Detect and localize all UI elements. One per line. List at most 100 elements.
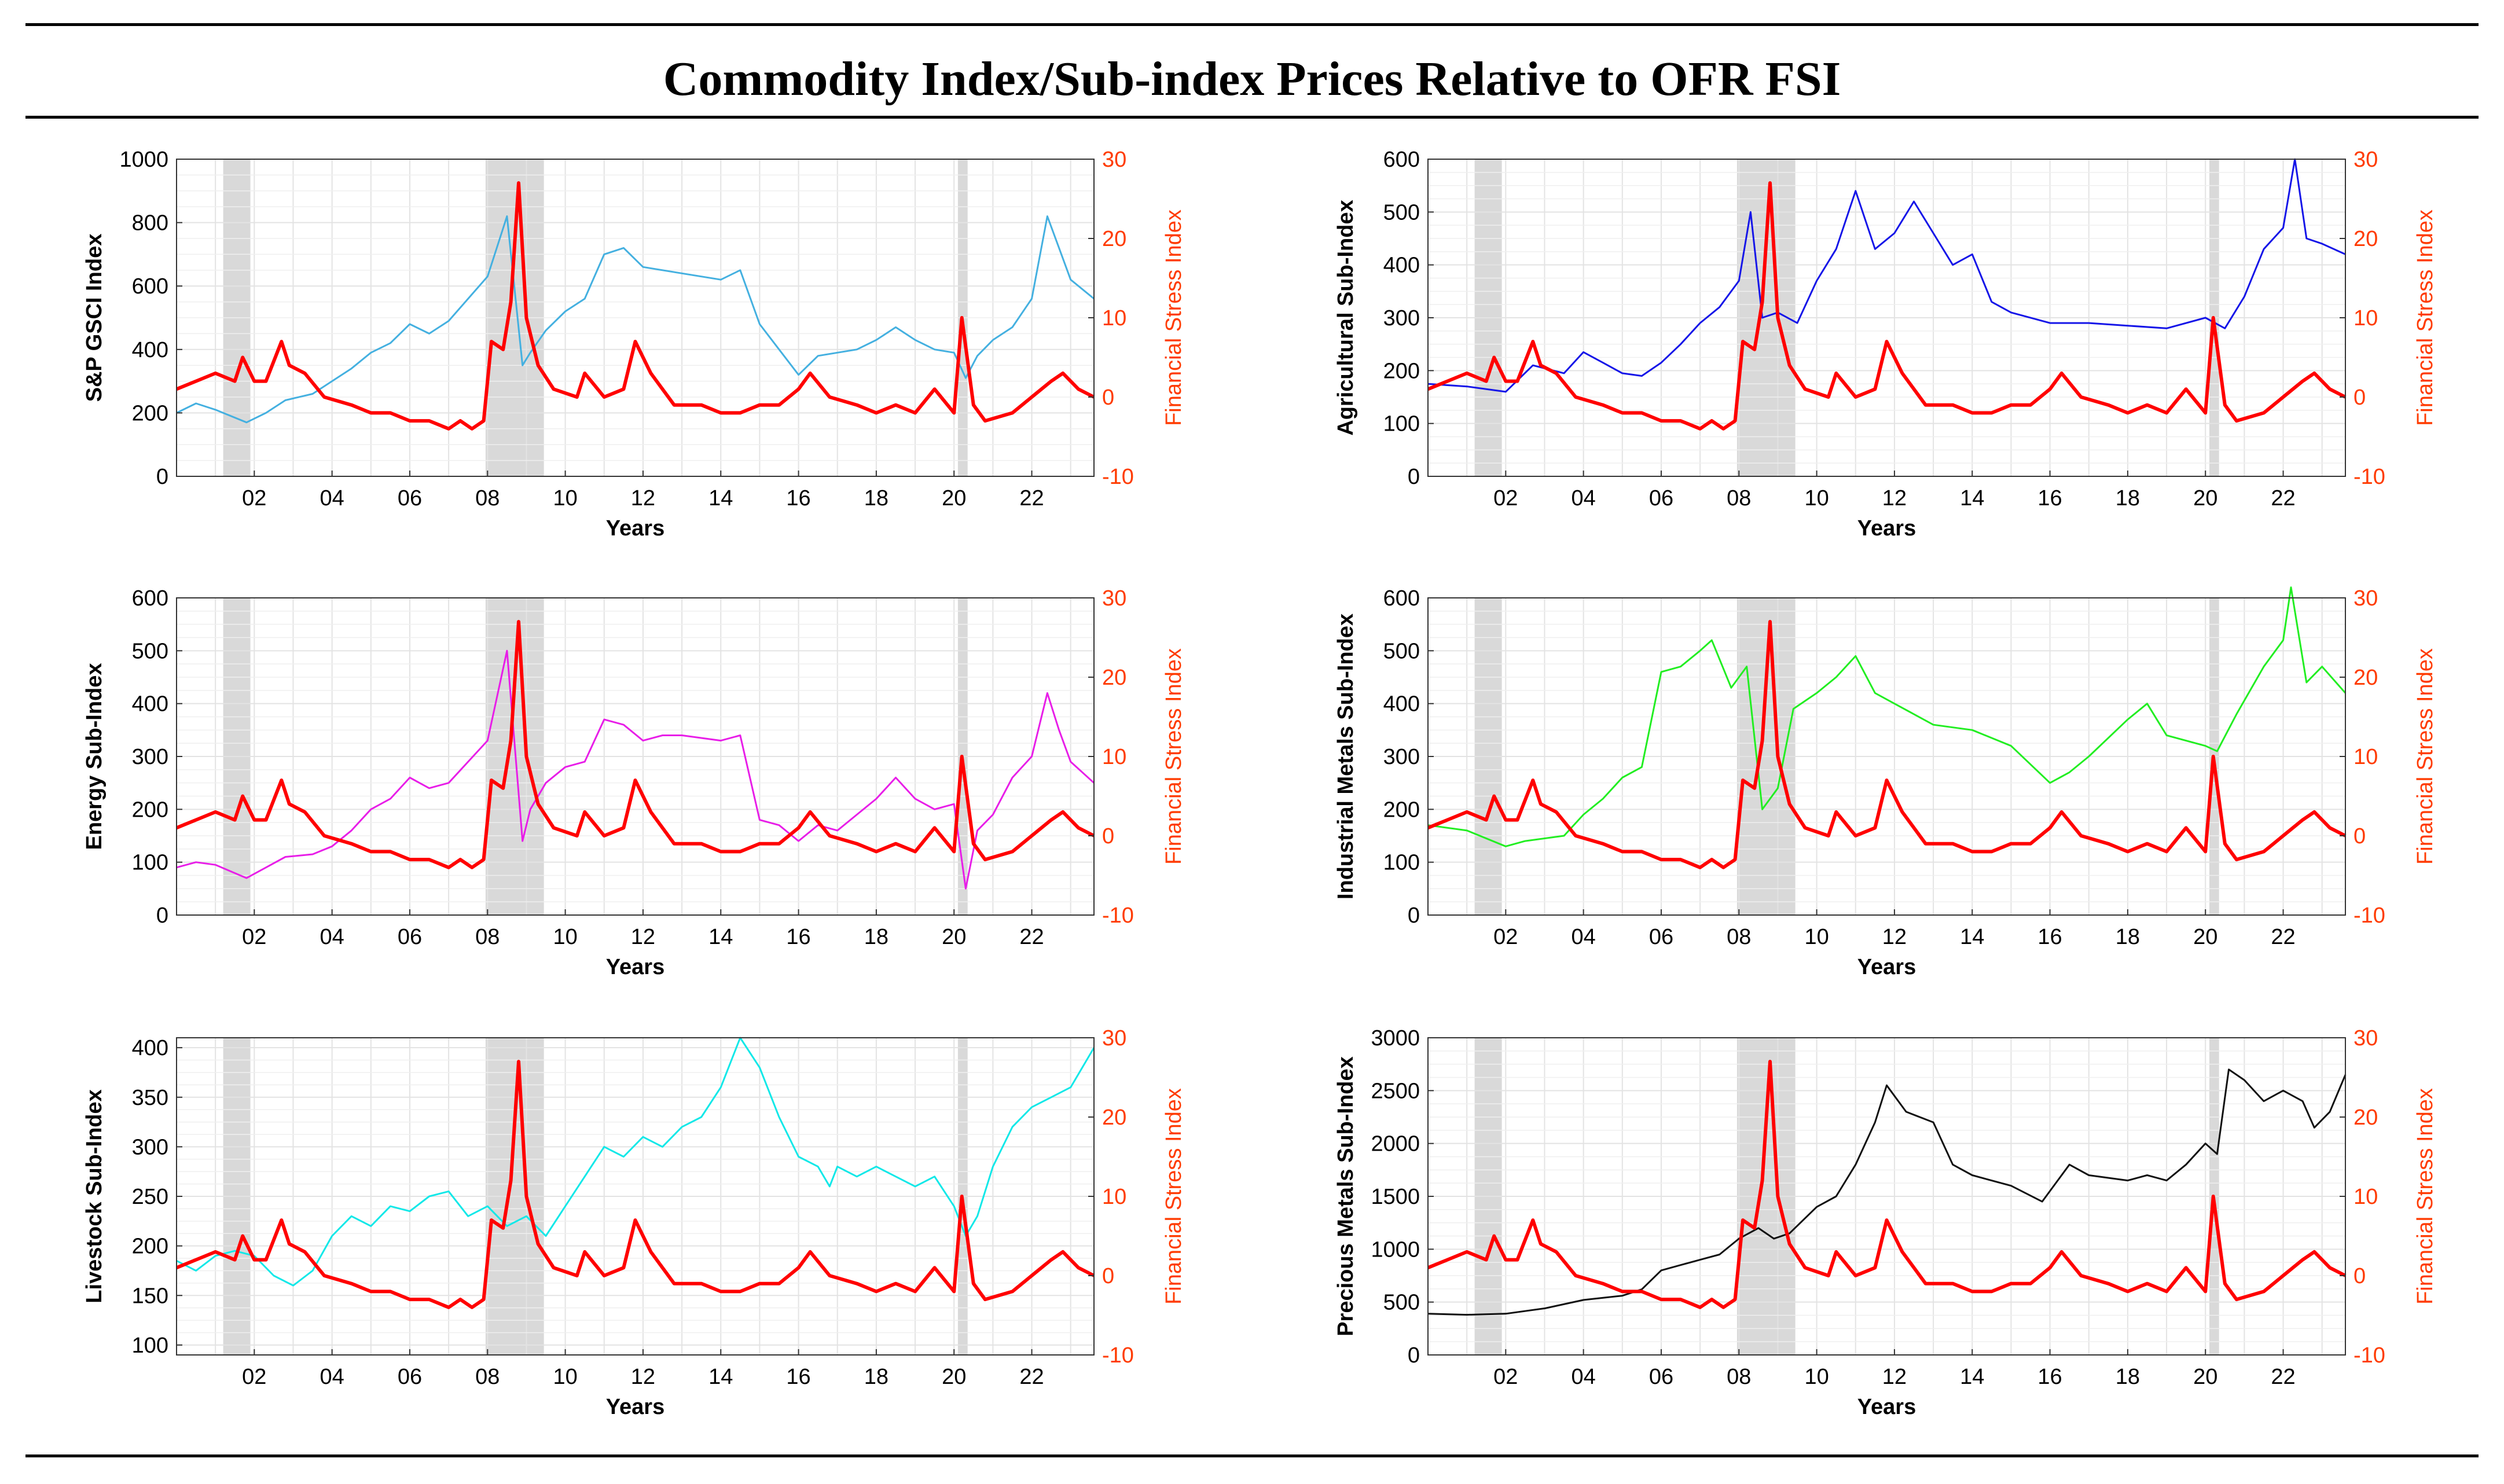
x-axis-label: Years <box>606 1395 664 1419</box>
x-tick-label: 06 <box>398 486 422 510</box>
x-tick-label: 14 <box>708 486 733 510</box>
right-y-tick-label: 20 <box>1102 1105 1126 1130</box>
right-y-tick-label: 0 <box>2354 1264 2366 1288</box>
x-tick-label: 16 <box>2037 1365 2062 1389</box>
right-y-tick-label: 30 <box>2354 148 2378 172</box>
x-axis-label: Years <box>606 516 664 541</box>
title-rule <box>25 116 2479 119</box>
x-tick-label: 02 <box>242 486 266 510</box>
right-y-tick-label: 20 <box>2354 227 2378 251</box>
x-tick-label: 10 <box>553 1365 577 1389</box>
y-axis-label: Energy Sub-Index <box>82 663 107 850</box>
right-y-tick-label: 30 <box>1102 148 1126 172</box>
right-y-tick-label: 10 <box>1102 1185 1126 1209</box>
right-axis-label: Financial Stress Index <box>2413 210 2437 426</box>
right-y-tick-label: -10 <box>1102 1343 1134 1368</box>
x-tick-label: 06 <box>1649 1365 1673 1389</box>
x-tick-label: 10 <box>1804 925 1829 949</box>
x-tick-label: 02 <box>242 1365 266 1389</box>
fsi-series-line <box>175 181 1095 431</box>
x-tick-label: 20 <box>2193 925 2217 949</box>
x-tick-label: 04 <box>320 486 344 510</box>
subplot-5: 100 150 200 250 300 350 400 -10 0 10 20 30 02 04 06 08 1… <box>82 1026 1186 1419</box>
y-tick-label: 300 <box>132 745 168 769</box>
y-tick-label: 500 <box>1383 1291 1420 1315</box>
fsi-series-line <box>175 1060 1095 1309</box>
subplot-6: 0 500 1000 1500 2000 2500 3000 -10 0 10 20 30 02 04 06… <box>1334 1026 2437 1419</box>
x-tick-label: 16 <box>786 486 810 510</box>
x-tick-label: 16 <box>786 925 810 949</box>
x-tick-label: 06 <box>1649 925 1673 949</box>
x-tick-label: 16 <box>2037 925 2062 949</box>
y-tick-label: 0 <box>1408 903 1420 928</box>
right-y-tick-label: 10 <box>1102 306 1126 330</box>
y-tick-label: 1000 <box>1371 1237 1420 1262</box>
x-tick-label: 18 <box>2116 1365 2140 1389</box>
y-tick-label: 200 <box>132 798 168 822</box>
x-tick-label: 08 <box>1727 486 1751 510</box>
y-tick-label: 200 <box>132 401 168 425</box>
x-tick-label: 18 <box>864 486 888 510</box>
y-tick-label: 100 <box>1383 412 1420 436</box>
right-y-tick-label: 20 <box>1102 227 1126 251</box>
x-tick-label: 06 <box>398 925 422 949</box>
right-axis-label: Financial Stress Index <box>1162 210 1186 426</box>
fsi-series-line <box>175 620 1095 869</box>
x-tick-label: 22 <box>2271 1365 2295 1389</box>
x-tick-label: 12 <box>631 1365 655 1389</box>
right-axis-label: Financial Stress Index <box>1162 648 1186 865</box>
x-tick-label: 04 <box>320 1365 344 1389</box>
x-tick-label: 22 <box>1019 925 1044 949</box>
right-y-tick-label: 10 <box>2354 306 2378 330</box>
y-tick-label: 100 <box>132 851 168 875</box>
fsi-series-line <box>1427 620 2347 869</box>
x-tick-label: 08 <box>475 1365 500 1389</box>
y-tick-label: 0 <box>156 465 168 489</box>
bottom-rule <box>25 1454 2479 1457</box>
x-tick-label: 06 <box>398 1365 422 1389</box>
fsi-series-line <box>1427 1060 2347 1309</box>
x-tick-label: 20 <box>2193 1365 2217 1389</box>
x-tick-label: 04 <box>1572 925 1596 949</box>
y-tick-label: 600 <box>1383 586 1420 611</box>
x-tick-label: 08 <box>1727 1365 1751 1389</box>
y-tick-label: 350 <box>132 1086 168 1110</box>
x-tick-label: 16 <box>786 1365 810 1389</box>
right-y-tick-label: 20 <box>2354 1105 2378 1130</box>
right-y-tick-label: 30 <box>2354 1026 2378 1050</box>
x-tick-label: 02 <box>242 925 266 949</box>
x-tick-label: 14 <box>1960 486 1984 510</box>
y-tick-label: 800 <box>132 211 168 236</box>
index-series-line <box>176 1037 1095 1287</box>
x-tick-label: 20 <box>942 925 966 949</box>
y-tick-label: 300 <box>132 1135 168 1159</box>
right-y-tick-label: 20 <box>2354 666 2378 690</box>
subplot-2: 0 100 200 300 400 500 600 -10 0 10 20 30 02 04 06 08 10 1… <box>1334 148 2437 541</box>
y-axis-label: Agricultural Sub-Index <box>1334 200 1358 435</box>
x-tick-label: 08 <box>1727 925 1751 949</box>
y-tick-label: 400 <box>132 692 168 717</box>
index-series-line <box>1427 1068 2347 1316</box>
x-tick-label: 04 <box>1572 486 1596 510</box>
x-tick-label: 12 <box>1882 486 1907 510</box>
y-tick-label: 500 <box>1383 639 1420 663</box>
y-axis-label: Livestock Sub-Index <box>82 1089 107 1303</box>
right-y-tick-label: 10 <box>1102 745 1126 769</box>
right-y-tick-label: 30 <box>1102 1026 1126 1050</box>
x-tick-label: 08 <box>475 925 500 949</box>
x-tick-label: 22 <box>1019 486 1044 510</box>
x-tick-label: 02 <box>1493 925 1518 949</box>
x-tick-label: 22 <box>2271 925 2295 949</box>
y-axis-label: S&P GSCI Index <box>82 234 107 402</box>
x-tick-label: 02 <box>1493 486 1518 510</box>
right-axis-label: Financial Stress Index <box>2413 1088 2437 1305</box>
x-tick-label: 08 <box>475 486 500 510</box>
y-tick-label: 2500 <box>1371 1079 1420 1103</box>
y-tick-label: 600 <box>132 274 168 299</box>
x-tick-label: 22 <box>2271 486 2295 510</box>
x-axis-label: Years <box>1857 516 1916 541</box>
subplot-1: 0 200 400 600 800 1000 -10 0 10 20 30 02 04 06 08 10 12 1… <box>82 148 1186 541</box>
x-tick-label: 18 <box>2116 925 2140 949</box>
x-tick-label: 02 <box>1493 1365 1518 1389</box>
y-tick-label: 2000 <box>1371 1132 1420 1156</box>
